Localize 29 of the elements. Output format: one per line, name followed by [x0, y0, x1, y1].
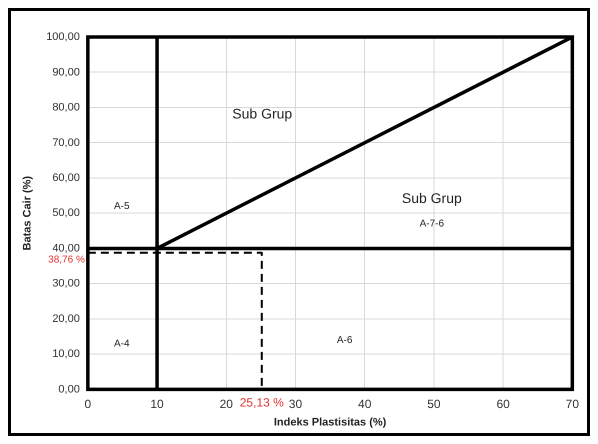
y-tick-label: 70,00: [52, 136, 80, 149]
x-tick-label: 50: [427, 396, 441, 411]
x-axis-title: Indeks Plastisitas (%): [274, 416, 387, 428]
y-tick-label: 40,00: [52, 242, 80, 254]
annotation: A-7-6: [420, 218, 444, 230]
y-tick-label: 50,00: [52, 207, 80, 220]
y-tick-label: 0,00: [58, 383, 80, 396]
y-tick-label: 100,00: [46, 31, 80, 44]
x-tick-label: 10: [150, 396, 164, 411]
annotation: A-5: [114, 200, 130, 212]
y-tick-label: 80,00: [52, 102, 80, 114]
y-tick-label: 10,00: [52, 348, 80, 360]
annotation: Sub Grup: [232, 105, 292, 122]
x-tick-label: 30: [288, 396, 302, 411]
annotation: 38,76 %: [48, 254, 85, 266]
x-tick-label: 0: [84, 396, 92, 411]
annotation: A-6: [336, 334, 353, 346]
y-tick-label: 90,00: [52, 66, 80, 78]
x-tick-label: 20: [220, 396, 234, 411]
y-tick-label: 20,00: [52, 312, 80, 325]
y-tick-label: 60,00: [52, 172, 80, 184]
x-tick-label: 40: [358, 396, 372, 411]
annotation: 25,13 %: [240, 396, 284, 410]
y-tick-label: 30,00: [52, 278, 80, 290]
annotation: A-4: [114, 338, 130, 350]
y-axis-title: Batas Cair (%): [22, 176, 34, 250]
annotation: Sub Grup: [402, 190, 462, 206]
x-tick-label: 60: [496, 396, 510, 411]
x-tick-label: 70: [566, 396, 580, 411]
